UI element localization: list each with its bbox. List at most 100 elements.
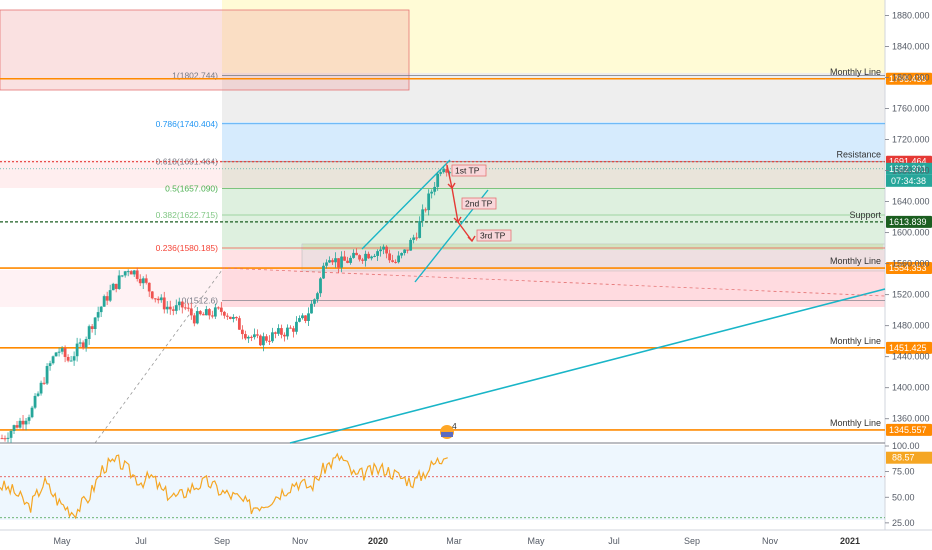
tp-box <box>476 229 512 242</box>
price-tick-label: 1400.000 <box>892 383 930 393</box>
candles <box>0 163 452 443</box>
candle-body <box>403 249 407 254</box>
fib-level-label: 0.382(1622.715) <box>156 210 219 220</box>
candle-body <box>255 334 259 336</box>
time-tick-label: Mar <box>446 536 462 546</box>
candle-body <box>358 255 361 260</box>
rsi-tick-label: 100.00 <box>892 441 920 451</box>
candle-body <box>162 297 166 310</box>
candle-body <box>51 356 55 364</box>
candle-body <box>346 260 349 263</box>
candle-body <box>415 237 419 239</box>
candle-body <box>0 438 4 440</box>
candle-body <box>87 326 91 340</box>
tp-arrow <box>451 187 459 223</box>
dashed-resistance <box>221 267 886 297</box>
price-tick-label: 1640.000 <box>892 197 930 207</box>
candle-body <box>177 301 181 306</box>
candle-body <box>180 301 184 308</box>
rsi-tick-label: 75.00 <box>892 467 915 477</box>
horizontal-lines: Monthly Line 1798.439 Resistance 1691.464 Su… <box>0 67 932 436</box>
candle-body <box>397 255 401 263</box>
time-tick-label: Sep <box>214 536 230 546</box>
candle-body <box>406 249 410 251</box>
candle-body <box>249 336 253 338</box>
candle-body <box>310 303 313 314</box>
candle-body <box>298 318 301 322</box>
candle-body <box>234 316 238 319</box>
price-tick-label: 1880.000 <box>892 11 930 21</box>
candle-body <box>186 307 190 309</box>
candle-body <box>409 239 413 251</box>
current-price-tag: 1682.301 <box>889 164 927 174</box>
candle-body <box>379 249 382 252</box>
price-tick-label: 1680.000 <box>892 166 930 176</box>
candle-body <box>391 260 395 262</box>
candle-body <box>111 283 115 291</box>
candle-body <box>265 336 268 341</box>
rsi-tick-label: 50.00 <box>892 492 915 502</box>
candle-body <box>21 420 25 425</box>
candle-body <box>400 253 404 256</box>
time-tick-label: May <box>527 536 545 546</box>
candle-body <box>54 352 58 357</box>
candle-body <box>349 257 352 263</box>
candle-body <box>418 221 422 238</box>
level-name: Monthly Line <box>830 256 881 266</box>
time-tick-label: 2020 <box>368 536 388 546</box>
candle-body <box>277 328 280 334</box>
time-tick-label: 2021 <box>840 536 860 546</box>
candle-body <box>252 334 256 338</box>
price-tag-bg <box>886 262 932 275</box>
time-tick-label: Nov <box>762 536 779 546</box>
candle-body <box>421 209 425 222</box>
candle-body <box>183 307 187 309</box>
candle-body <box>195 311 199 324</box>
candle-body <box>108 290 112 301</box>
candle-body <box>424 209 428 211</box>
candle-body <box>343 256 346 261</box>
candle-body <box>231 316 235 319</box>
current-price-tag-bg <box>886 162 932 175</box>
price-axis: 1360.000 1400.000 1440.000 1480.000 1520.000… <box>885 11 930 528</box>
candle-body <box>216 307 220 309</box>
candle-body <box>75 343 79 357</box>
candle-body <box>120 275 124 277</box>
candle-body <box>72 356 76 361</box>
candle-body <box>439 172 443 174</box>
candle-body <box>84 339 88 348</box>
candle-body <box>442 169 446 173</box>
candle-body <box>156 298 160 301</box>
price-tag: 1613.839 <box>889 217 927 227</box>
candle-body <box>367 253 370 259</box>
candle-body <box>12 425 16 431</box>
price-tag: 1798.439 <box>889 74 927 84</box>
candle-body <box>430 191 434 194</box>
candle-body <box>283 334 286 337</box>
candle-body <box>153 298 157 300</box>
candle-body <box>3 438 7 440</box>
candle-body <box>60 348 64 352</box>
candle-body <box>237 318 241 330</box>
price-tick-label: 1560.000 <box>892 259 930 269</box>
candle-body <box>289 327 292 329</box>
candle-body <box>36 393 40 396</box>
candle-body <box>144 278 148 283</box>
candle-body <box>117 275 121 289</box>
candle-body <box>274 332 277 334</box>
fib-level-label: 0.5(1657.090) <box>165 183 218 193</box>
candle-body <box>207 309 211 316</box>
candle-body <box>394 261 398 263</box>
candle-body <box>48 363 52 367</box>
time-tick-label: Sep <box>684 536 700 546</box>
rsi-panel: 88.57 <box>0 451 932 520</box>
price-tick-label: 1600.000 <box>892 228 930 238</box>
candle-body <box>222 311 226 316</box>
time-tick-label: May <box>53 536 71 546</box>
level-name: Resistance <box>836 150 881 160</box>
fib-level-label: 0.236(1580.185) <box>156 243 219 253</box>
event-marker-icon: 4 <box>440 421 457 439</box>
price-tick-label: 1440.000 <box>892 352 930 362</box>
candle-body <box>313 299 316 304</box>
